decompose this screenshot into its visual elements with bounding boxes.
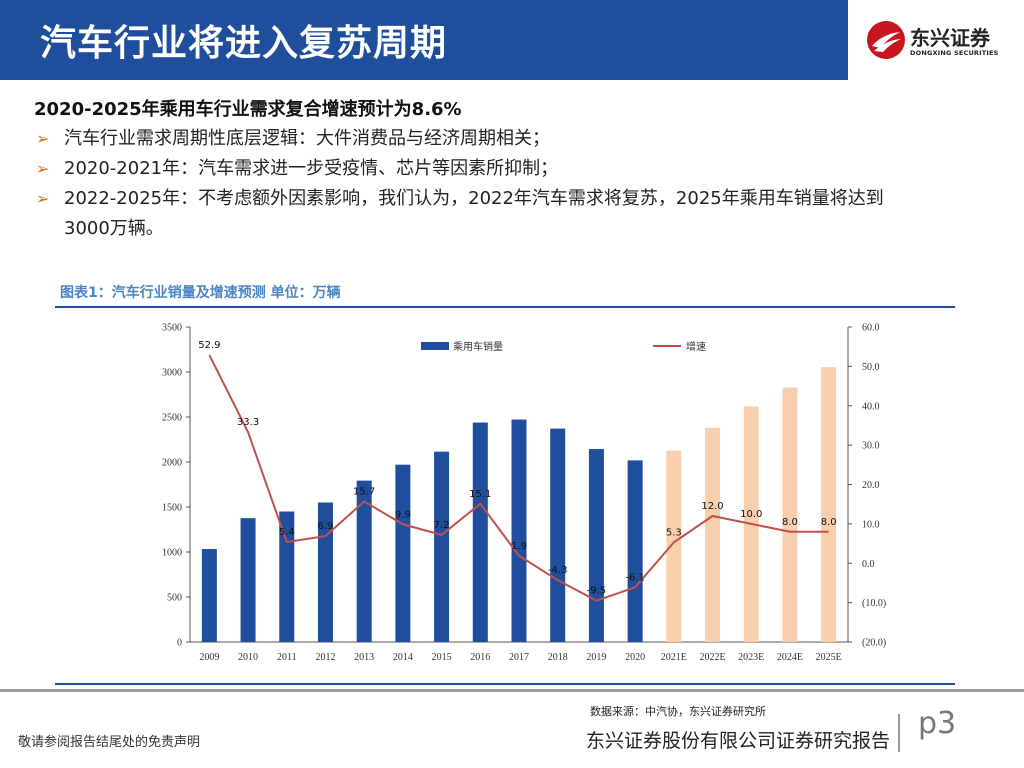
growth-data-label: 10.0 [740, 509, 762, 520]
list-item: ➢ 汽车行业需求周期性底层逻辑：大件消费品与经济周期相关； [34, 124, 914, 154]
growth-data-label: 9.9 [395, 509, 411, 520]
page-separator [898, 714, 900, 752]
section-heading: 2020-2025年乘用车行业需求复合增速预计为8.6% [34, 99, 462, 120]
bar-actual [356, 480, 372, 642]
x-axis-tick-label: 2021E [661, 652, 687, 663]
growth-data-label: 15.1 [469, 489, 491, 500]
chart-title: 图表1：汽车行业销量及增速预测 单位：万辆 [60, 285, 341, 301]
list-item: ➢ 2020-2021年：汽车需求进一步受疫情、芯片等因素所抑制； [34, 154, 914, 184]
bar-estimate [666, 450, 682, 642]
growth-data-label: -6.1 [625, 572, 645, 583]
list-item: ➢ 2022-2025年：不考虑额外因素影响，我们认为，2022年汽车需求将复苏，… [34, 184, 914, 244]
data-source: 数据来源：中汽协，东兴证券研究所 [590, 705, 766, 718]
left-axis-tick-label: 0 [177, 638, 182, 649]
growth-data-label: 7.2 [434, 520, 450, 531]
bar-actual [317, 502, 333, 642]
bullet-text: 汽车行业需求周期性底层逻辑：大件消费品与经济周期相关； [64, 128, 550, 149]
left-axis-tick-label: 2500 [162, 413, 182, 424]
bar-actual [279, 511, 295, 642]
growth-data-label: 33.3 [237, 417, 259, 428]
growth-data-label: 8.0 [821, 517, 837, 528]
growth-data-label: 15.7 [353, 486, 375, 497]
growth-line [208, 354, 829, 602]
x-axis-tick-label: 2024E [777, 652, 803, 663]
x-axis-tick-label: 2017 [509, 652, 529, 663]
left-axis-tick-label: 500 [167, 593, 182, 604]
right-axis-tick-label: 50.0 [862, 362, 880, 373]
left-axis-tick-label: 2000 [162, 458, 182, 469]
chart-bottom-divider [55, 683, 955, 685]
x-axis-tick-label: 2009 [199, 652, 219, 663]
page-title: 汽车行业将进入复苏周期 [40, 23, 448, 64]
x-axis-tick-label: 2011 [277, 652, 297, 663]
left-axis-tick-label: 3000 [162, 368, 182, 379]
disclaimer: 敬请参阅报告结尾处的免责声明 [18, 735, 201, 750]
logo-name-en: DONGXING SECURITIES [910, 49, 999, 57]
page-number: p3 [918, 706, 957, 741]
right-axis-tick-label: 40.0 [862, 401, 880, 412]
right-axis-tick-label: 0.0 [862, 559, 875, 570]
x-axis-tick-label: 2012 [315, 652, 335, 663]
right-axis-tick-label: 60.0 [862, 323, 880, 334]
arrow-bullet-icon: ➢ [36, 129, 50, 148]
x-axis-tick-label: 2013 [354, 652, 374, 663]
x-axis-tick-label: 2020 [625, 652, 645, 663]
x-axis-tick-label: 2025E [816, 652, 842, 663]
left-axis-tick-label: 1500 [162, 503, 182, 514]
right-axis-tick-label: 30.0 [862, 441, 880, 452]
company-name: 东兴证券股份有限公司证券研究报告 [585, 730, 890, 752]
growth-data-label: 52.9 [198, 340, 220, 351]
x-axis-tick-label: 2016 [470, 652, 490, 663]
legend-bar-swatch [421, 342, 449, 350]
right-axis-tick-label: (20.0) [862, 638, 886, 649]
growth-data-label: 12.0 [701, 501, 723, 512]
bar-actual [395, 464, 411, 642]
dongxing-logo-icon [867, 21, 905, 59]
bar-estimate [743, 406, 759, 642]
x-axis-tick-label: 2015 [432, 652, 452, 663]
bar-actual [240, 518, 256, 642]
arrow-bullet-icon: ➢ [36, 189, 50, 208]
bullet-text: 2022-2025年：不考虑额外因素影响，我们认为，2022年汽车需求将复苏，2… [64, 188, 884, 239]
growth-data-label: 8.0 [782, 517, 798, 528]
bar-actual [511, 419, 527, 642]
right-axis-tick-label: 10.0 [862, 519, 880, 530]
footer-divider [0, 689, 1024, 692]
logo-name-cn: 东兴证券 [910, 26, 990, 50]
bar-actual [201, 549, 217, 642]
right-axis-tick-label: 20.0 [862, 480, 880, 491]
bar-actual [434, 451, 450, 642]
bar-estimate [782, 387, 798, 642]
bar-actual [550, 428, 566, 642]
bar-actual [588, 449, 604, 642]
growth-data-label: 5.3 [666, 527, 682, 538]
x-axis-tick-label: 2014 [393, 652, 413, 663]
chart-title-divider [55, 306, 955, 308]
growth-data-label: -9.5 [587, 586, 607, 597]
left-axis-tick-label: 3500 [162, 323, 182, 334]
bar-estimate [705, 427, 721, 642]
x-axis-tick-label: 2018 [548, 652, 568, 663]
x-axis-tick-label: 2023E [738, 652, 764, 663]
growth-data-label: 1.9 [511, 541, 527, 552]
legend-line-label: 增速 [686, 340, 706, 353]
left-axis-tick-label: 1000 [162, 548, 182, 559]
growth-data-label: 6.9 [318, 521, 334, 532]
arrow-bullet-icon: ➢ [36, 159, 50, 178]
bar-actual [627, 460, 643, 642]
bar-actual [472, 422, 488, 642]
x-axis-tick-label: 2010 [238, 652, 258, 663]
right-axis-tick-label: (10.0) [862, 598, 886, 609]
growth-data-label: 5.4 [279, 527, 295, 538]
bullet-list: ➢ 汽车行业需求周期性底层逻辑：大件消费品与经济周期相关； ➢ 2020-2021年… [34, 124, 914, 244]
x-axis-tick-label: 2022E [699, 652, 725, 663]
header-bar: 汽车行业将进入复苏周期 [0, 0, 848, 80]
bullet-text: 2020-2021年：汽车需求进一步受疫情、芯片等因素所抑制； [64, 158, 559, 179]
bar-estimate [821, 367, 837, 642]
legend-bar-label: 乘用车销量 [453, 340, 503, 353]
growth-data-label: -4.3 [548, 565, 568, 576]
x-axis-tick-label: 2019 [586, 652, 606, 663]
logo: 东兴证券 DONGXING SECURITIES [848, 0, 1024, 80]
